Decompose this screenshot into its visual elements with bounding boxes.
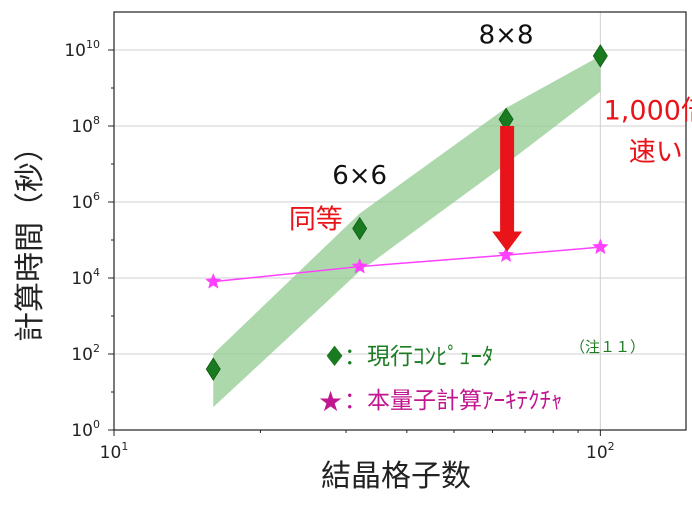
x-tick-label: 102: [586, 440, 615, 463]
series-layer: [205, 44, 609, 381]
legend-note: （注１１）: [570, 338, 645, 356]
quantum-point-star: [205, 273, 222, 289]
legend-item-quantum-architecture: ★ ：本量子計算ｱｰｷﾃｸﾁｬ: [318, 385, 563, 418]
annotation-label: 同等: [289, 205, 343, 236]
quantum-point-star: [592, 238, 609, 255]
quantum-series-line: [213, 246, 601, 283]
y-tick-label: 108: [71, 114, 100, 137]
annotation-label: 8×8: [479, 20, 534, 50]
legend-label-current-computer: ：現行ｺﾝﾋﾟｭｰﾀ: [344, 344, 494, 370]
current-computer-point-diamond: [592, 44, 608, 68]
y-tick-label: 106: [71, 190, 100, 213]
quantum-point-star: [497, 246, 515, 263]
legend-label-quantum-architecture: ：本量子計算ｱｰｷﾃｸﾁｬ: [344, 388, 563, 414]
speedup-arrow-shape: [492, 126, 523, 252]
current-computer-point-diamond: [352, 216, 368, 241]
annotation-label: 速い: [629, 137, 683, 168]
y-tick-label: 104: [71, 266, 100, 289]
y-tick-label: 1010: [64, 38, 100, 61]
annotations: 6×6 8×8 同等 1,000倍速い: [289, 20, 692, 235]
y-tick-label: 102: [71, 342, 100, 365]
y-axis-title: 計算時間（秒）: [13, 132, 48, 342]
quantum-point-star: [351, 257, 368, 274]
legend-star-icon: ★: [318, 385, 343, 418]
legend-diamond-icon: ♦: [322, 340, 347, 373]
current-computer-point-diamond: [205, 357, 221, 381]
plot-frame: [113, 11, 687, 431]
legend-item-current-computer: ♦ ：現行ｺﾝﾋﾟｭｰﾀ （注１１）: [322, 338, 645, 373]
x-tick-label: 101: [100, 440, 129, 463]
x-axis-title: 結晶格子数: [321, 459, 471, 494]
annotation-label: 6×6: [332, 161, 387, 191]
legend: ♦ ：現行ｺﾝﾋﾟｭｰﾀ （注１１） ★ ：本量子計算ｱｰｷﾃｸﾁｬ: [318, 338, 645, 418]
axis-ticks: 100 102 104 106 108 1010 101 102: [64, 38, 614, 463]
annotation-label: 1,000倍: [604, 95, 692, 126]
speedup-arrow: [492, 126, 523, 252]
y-tick-label: 100: [71, 418, 100, 441]
